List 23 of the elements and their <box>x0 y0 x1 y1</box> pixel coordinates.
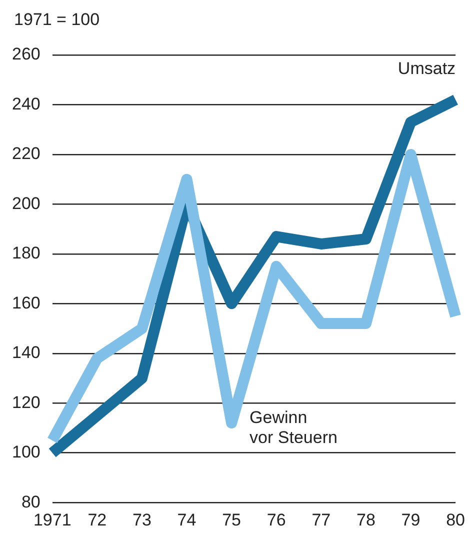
x-tick-label: 1971 <box>33 510 72 530</box>
x-tick-label: 80 <box>446 510 466 530</box>
series-label: Gewinn vor Steuern <box>250 408 338 448</box>
x-tick-label: 73 <box>132 510 152 530</box>
y-tick-label: 260 <box>12 44 40 64</box>
x-tick-label: 72 <box>88 510 107 530</box>
x-tick-label: 79 <box>401 510 420 530</box>
x-tick-label: 76 <box>266 510 286 530</box>
y-tick-label: 240 <box>12 94 40 114</box>
y-tick-label: 180 <box>12 244 40 263</box>
x-tick-label: 78 <box>356 510 376 530</box>
y-tick-label: 120 <box>12 392 40 412</box>
x-tick-label: 75 <box>222 510 242 530</box>
y-tick-label: 160 <box>12 293 40 312</box>
y-axis-title: 1971 = 100 <box>14 10 100 30</box>
y-tick-label: 220 <box>12 144 40 164</box>
x-tick-label: 74 <box>177 510 196 530</box>
y-tick-label: 140 <box>12 343 40 362</box>
x-tick-label: 77 <box>312 510 331 530</box>
y-tick-label: 80 <box>21 492 40 512</box>
y-tick-label: 100 <box>12 442 40 462</box>
series-label: Umsatz <box>398 58 456 78</box>
y-tick-label: 200 <box>12 194 40 213</box>
